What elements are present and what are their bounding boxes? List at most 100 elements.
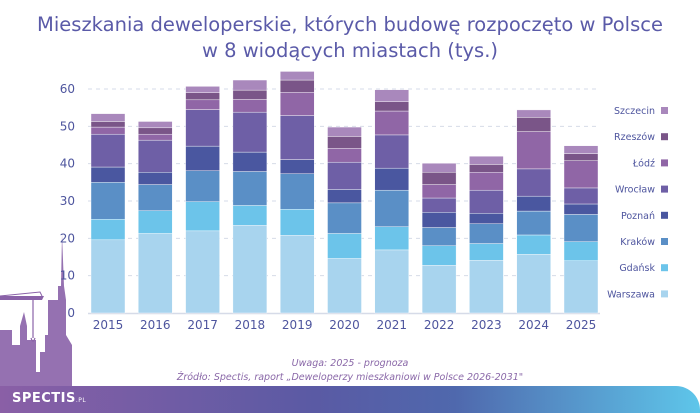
- legend-item: Rzeszów: [614, 132, 668, 143]
- bar-segment-kraków: [469, 223, 504, 244]
- bar-segment-kraków: [516, 210, 551, 236]
- bar-segment-wrocław: [563, 187, 599, 205]
- bar-segment-warszawa: [138, 233, 173, 314]
- bar-segment-wrocław: [327, 161, 362, 190]
- bar-segment-szczecin: [469, 155, 504, 165]
- bar-segment-szczecin: [185, 86, 220, 93]
- bar-segment-warszawa: [327, 258, 362, 314]
- bar-segment-poznań: [138, 172, 173, 185]
- y-tick-label: 10: [60, 269, 75, 283]
- bar-segment-wrocław: [469, 189, 504, 214]
- x-tick-label: 2015: [93, 318, 124, 332]
- bar-segment-łódź: [327, 148, 362, 163]
- x-tick-label: 2023: [471, 318, 502, 332]
- bar-segment-gdańsk: [469, 243, 504, 261]
- bar-segment-łódź: [374, 110, 409, 136]
- bar-segment-łódź: [185, 99, 220, 110]
- legend-swatch: [661, 107, 668, 114]
- y-tick-label: 30: [60, 194, 75, 208]
- legend-label: Wrocław: [615, 185, 655, 196]
- bar-segment-poznań: [469, 213, 504, 224]
- legend-swatch: [661, 185, 668, 193]
- bar-segment-łódź: [90, 126, 126, 135]
- legend-item: Kraków: [620, 237, 668, 248]
- legend-item: Szczecin: [614, 106, 668, 117]
- bar-segment-poznań: [90, 166, 126, 183]
- bar-segment-łódź: [280, 92, 315, 116]
- bar-segment-łódź: [138, 133, 173, 141]
- bar-segment-kraków: [374, 189, 409, 227]
- bar-segment-warszawa: [421, 265, 457, 314]
- bar-segment-łódź: [469, 172, 504, 191]
- bar-segment-kraków: [280, 173, 315, 210]
- bar-segment-warszawa: [516, 254, 551, 314]
- bar-segment-szczecin: [90, 113, 126, 122]
- bar-segment-rzeszów: [90, 121, 126, 128]
- bar-segment-wrocław: [90, 133, 126, 168]
- legend-label: Kraków: [620, 237, 655, 248]
- bar-segment-wrocław: [516, 168, 551, 197]
- bar-segment-łódź: [563, 160, 599, 189]
- bar-segment-kraków: [327, 202, 362, 234]
- bar-segment-łódź: [232, 99, 268, 113]
- legend-label: Warszawa: [607, 289, 655, 300]
- legend-swatch: [661, 159, 668, 167]
- bar-segment-rzeszów: [185, 92, 220, 101]
- bar-segment-warszawa: [280, 235, 315, 314]
- spectis-logo: SPECTIS.PL: [12, 391, 86, 406]
- bar-segment-rzeszów: [374, 101, 409, 112]
- legend-label: Łódź: [632, 158, 655, 169]
- bar-segment-warszawa: [90, 239, 126, 314]
- legend-item: Warszawa: [607, 289, 668, 300]
- bar-segment-szczecin: [232, 79, 268, 91]
- bar-segment-łódź: [421, 184, 457, 199]
- chart-title: Mieszkania deweloperskie, których budowę…: [0, 12, 700, 64]
- bar-segment-szczecin: [327, 126, 362, 137]
- bar-segment-wrocław: [421, 197, 457, 213]
- legend-swatch: [661, 238, 668, 245]
- legend-item: Poznań: [621, 211, 668, 222]
- logo-suffix: .PL: [75, 397, 87, 404]
- bar-segment-rzeszów: [280, 79, 315, 93]
- footer-band: [0, 386, 700, 413]
- legend-label: Poznań: [621, 211, 655, 222]
- y-tick-label: 0: [67, 306, 75, 320]
- y-tick-label: 50: [60, 119, 75, 133]
- bar-segment-gdańsk: [185, 201, 220, 232]
- legend-label: Szczecin: [614, 106, 655, 117]
- bar-segment-rzeszów: [138, 127, 173, 135]
- legend-swatch: [661, 211, 668, 219]
- bar-segment-kraków: [232, 171, 268, 206]
- bar-segment-warszawa: [563, 260, 599, 314]
- bar-segment-wrocław: [280, 115, 315, 160]
- bar-segment-poznań: [327, 189, 362, 204]
- bar-segment-warszawa: [232, 225, 268, 314]
- forecast-note: Uwaga: 2025 - prognoza: [291, 358, 409, 369]
- bar-segment-poznań: [563, 203, 599, 215]
- bar-segment-wrocław: [232, 111, 268, 153]
- bar-segment-poznań: [421, 211, 457, 228]
- y-tick-label: 40: [60, 157, 75, 171]
- bar-segment-szczecin: [516, 109, 551, 118]
- legend-label: Gdańsk: [619, 263, 655, 274]
- legend-label: Rzeszów: [614, 132, 655, 143]
- bar-segment-rzeszów: [516, 117, 551, 132]
- bar-segment-gdańsk: [138, 210, 173, 234]
- bar-segment-warszawa: [374, 249, 409, 314]
- bar-segment-szczecin: [280, 71, 315, 81]
- bar-segment-kraków: [90, 182, 126, 220]
- logo-text: SPECTIS: [12, 391, 76, 406]
- bar-segment-rzeszów: [563, 153, 599, 161]
- x-tick-label: 2024: [518, 318, 549, 332]
- bar-segment-rzeszów: [232, 89, 268, 100]
- bar-segment-poznań: [280, 159, 315, 174]
- bar-segment-szczecin: [421, 163, 457, 173]
- bar-segment-poznań: [374, 167, 409, 191]
- x-tick-label: 2021: [377, 318, 408, 332]
- bar-segment-kraków: [563, 214, 599, 242]
- title-line-1: Mieszkania deweloperskie, których budowę…: [37, 13, 663, 36]
- bar-segment-poznań: [185, 145, 220, 171]
- bar-segment-warszawa: [185, 230, 220, 314]
- legend-swatch: [661, 264, 668, 272]
